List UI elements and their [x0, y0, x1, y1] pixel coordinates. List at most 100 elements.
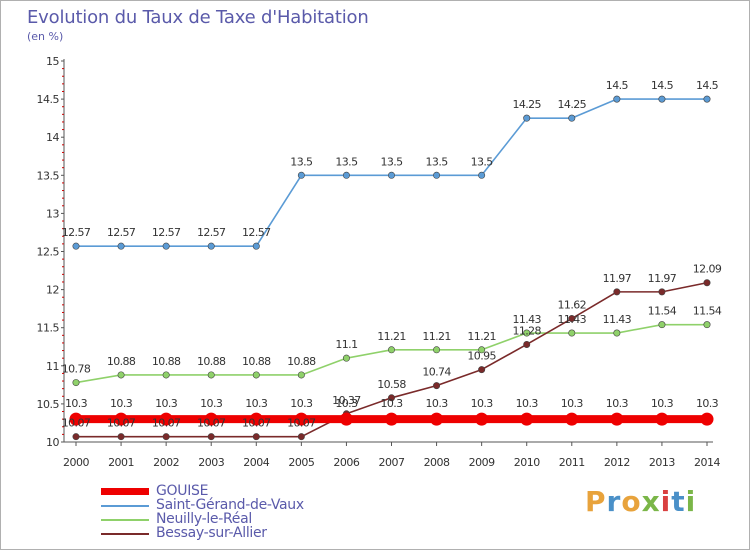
x-tick-label: 2007	[379, 456, 405, 469]
y-tick-label: 14.5	[37, 93, 60, 106]
data-label-gouise: 10.3	[65, 397, 88, 410]
x-tick-label: 2012	[604, 456, 630, 469]
data-point-saint-gerand-de-vaux	[207, 242, 215, 250]
x-tick-label: 2003	[198, 456, 224, 469]
data-point-gouise	[565, 412, 579, 426]
data-label-neuilly-le-real: 11.43	[558, 313, 587, 326]
legend-label-bessay-sur-allier: Bessay-sur-Allier	[156, 525, 267, 541]
x-tick-label: 2002	[153, 456, 179, 469]
data-label-gouise: 10.3	[155, 397, 178, 410]
chart-unit-label: (en %)	[27, 30, 64, 43]
data-point-gouise	[159, 412, 173, 426]
data-label-neuilly-le-real: 10.88	[107, 355, 136, 368]
x-tick-label: 2009	[469, 456, 495, 469]
x-tick-label: 2013	[649, 456, 675, 469]
data-label-neuilly-le-real: 11.21	[467, 330, 496, 343]
y-tick-label: 11	[46, 360, 59, 373]
data-label-bessay-sur-allier: 10.07	[62, 417, 91, 430]
data-point-bessay-sur-allier	[252, 433, 260, 441]
data-label-saint-gerand-de-vaux: 13.5	[335, 155, 358, 168]
data-label-saint-gerand-de-vaux: 12.57	[242, 226, 271, 239]
data-point-saint-gerand-de-vaux	[72, 242, 80, 250]
data-label-neuilly-le-real: 11.43	[603, 313, 632, 326]
data-point-bessay-sur-allier	[658, 288, 666, 296]
data-label-neuilly-le-real: 11.54	[648, 305, 677, 318]
data-point-neuilly-le-real	[207, 371, 215, 379]
data-label-saint-gerand-de-vaux: 13.5	[380, 155, 403, 168]
data-point-gouise	[114, 412, 128, 426]
data-label-gouise: 10.3	[200, 397, 223, 410]
data-point-saint-gerand-de-vaux	[523, 114, 531, 122]
data-label-saint-gerand-de-vaux: 12.57	[107, 226, 136, 239]
data-point-neuilly-le-real	[387, 346, 395, 354]
legend-swatch-neuilly-le-real	[101, 519, 149, 521]
data-point-neuilly-le-real	[433, 346, 441, 354]
data-point-saint-gerand-de-vaux	[387, 171, 395, 179]
logo-letter: o	[621, 485, 642, 518]
data-point-gouise	[204, 412, 218, 426]
logo-letter: r	[606, 485, 622, 518]
x-tick-label: 2008	[424, 456, 450, 469]
data-label-bessay-sur-allier: 11.28	[512, 324, 541, 337]
data-point-bessay-sur-allier	[297, 433, 305, 441]
data-point-gouise	[610, 412, 624, 426]
chart-title: Evolution du Taux de Taxe d'Habitation	[27, 7, 369, 28]
data-point-neuilly-le-real	[297, 371, 305, 379]
data-label-neuilly-le-real: 11.43	[512, 313, 541, 326]
data-label-saint-gerand-de-vaux: 14.5	[606, 79, 629, 92]
data-point-bessay-sur-allier	[568, 315, 576, 323]
data-label-bessay-sur-allier: 11.97	[648, 272, 677, 285]
data-label-bessay-sur-allier: 10.74	[422, 366, 451, 379]
legend-swatch-bessay-sur-allier	[101, 533, 149, 535]
data-label-bessay-sur-allier: 10.37	[332, 394, 361, 407]
data-point-neuilly-le-real	[342, 354, 350, 362]
data-label-gouise: 10.3	[110, 397, 133, 410]
data-label-saint-gerand-de-vaux: 13.5	[426, 155, 449, 168]
logo-letter: t	[671, 485, 686, 518]
data-label-gouise: 10.3	[471, 397, 494, 410]
x-tick-label: 2014	[694, 456, 720, 469]
y-tick-label: 11.5	[37, 322, 60, 335]
data-point-saint-gerand-de-vaux	[252, 242, 260, 250]
x-tick-label: 2010	[514, 456, 540, 469]
data-point-neuilly-le-real	[568, 329, 576, 337]
data-point-bessay-sur-allier	[162, 433, 170, 441]
data-point-bessay-sur-allier	[207, 433, 215, 441]
data-point-saint-gerand-de-vaux	[478, 171, 486, 179]
logo-letter: x	[641, 485, 661, 518]
data-point-gouise	[339, 412, 353, 426]
data-point-saint-gerand-de-vaux	[658, 95, 666, 103]
data-label-gouise: 10.3	[426, 397, 449, 410]
y-tick-label: 14	[46, 131, 59, 144]
data-label-bessay-sur-allier: 10.58	[377, 378, 406, 391]
data-label-neuilly-le-real: 11.21	[377, 330, 406, 343]
data-point-neuilly-le-real	[478, 346, 486, 354]
data-point-bessay-sur-allier	[478, 366, 486, 374]
data-label-neuilly-le-real: 11.54	[693, 305, 722, 318]
data-label-bessay-sur-allier: 12.09	[693, 263, 722, 276]
data-label-gouise: 10.3	[380, 397, 403, 410]
data-point-gouise	[430, 412, 444, 426]
data-point-saint-gerand-de-vaux	[297, 171, 305, 179]
data-point-neuilly-le-real	[117, 371, 125, 379]
x-tick-label: 2005	[288, 456, 314, 469]
data-point-neuilly-le-real	[613, 329, 621, 337]
legend-label-gouise: GOUISE	[156, 483, 209, 499]
data-label-gouise: 10.3	[561, 397, 584, 410]
data-label-saint-gerand-de-vaux: 14.25	[512, 98, 541, 111]
data-label-bessay-sur-allier: 10.07	[287, 417, 316, 430]
data-label-saint-gerand-de-vaux: 12.57	[152, 226, 181, 239]
data-label-saint-gerand-de-vaux: 13.5	[471, 155, 494, 168]
x-tick-label: 2004	[243, 456, 269, 469]
x-tick-label: 2000	[63, 456, 89, 469]
data-label-saint-gerand-de-vaux: 14.25	[558, 98, 587, 111]
data-point-saint-gerand-de-vaux	[613, 95, 621, 103]
y-tick-label: 13.5	[37, 169, 60, 182]
data-point-gouise	[294, 412, 308, 426]
x-tick-label: 2011	[559, 456, 585, 469]
data-label-neuilly-le-real: 10.78	[62, 363, 91, 376]
y-tick-label: 13	[46, 207, 59, 220]
data-label-gouise: 10.3	[245, 397, 268, 410]
